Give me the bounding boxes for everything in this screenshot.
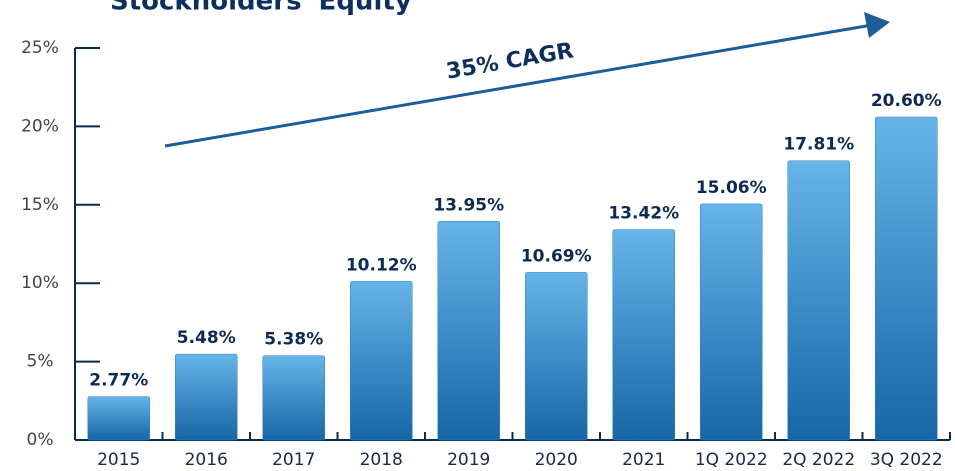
bar (350, 281, 413, 441)
y-tick-label: 20% (21, 116, 59, 136)
value-label: 17.81% (783, 135, 854, 155)
bar (437, 221, 500, 441)
bar (612, 229, 675, 441)
x-tick-label: 2017 (272, 450, 315, 470)
value-label: 5.38% (264, 330, 323, 350)
y-tick-label: 0% (27, 430, 54, 450)
x-tick-label: 2019 (447, 450, 490, 470)
value-label: 10.12% (346, 255, 417, 275)
bar (700, 203, 763, 441)
x-tick-label: 1Q 2022 (695, 450, 768, 470)
bar (262, 355, 325, 441)
bar (87, 396, 150, 441)
x-tick-label: 2Q 2022 (782, 450, 855, 470)
bar (525, 272, 588, 441)
value-label: 15.06% (696, 178, 767, 198)
value-label: 2.77% (89, 371, 148, 391)
cagr-arrow (164, 23, 873, 148)
x-tick-label: 3Q 2022 (870, 450, 943, 470)
y-tick-label: 25% (21, 38, 59, 58)
x-tick-label: 2020 (535, 450, 578, 470)
value-label: 5.48% (177, 328, 236, 348)
value-label: 20.60% (871, 91, 942, 111)
bar (875, 116, 938, 441)
y-tick-label: 15% (21, 195, 59, 215)
bar (175, 353, 238, 441)
bar (787, 160, 850, 441)
value-label: 13.95% (433, 195, 504, 215)
x-tick-label: 2016 (185, 450, 228, 470)
chart-title: Stockholders' Equity (110, 0, 412, 17)
x-tick-label: 2021 (622, 450, 665, 470)
value-label: 10.69% (521, 246, 592, 266)
y-tick-label: 5% (27, 352, 54, 372)
value-label: 13.42% (608, 204, 679, 224)
x-tick-label: 2018 (360, 450, 403, 470)
y-tick-label: 10% (21, 273, 59, 293)
arrow-head (864, 12, 890, 38)
x-tick-label: 2015 (97, 450, 140, 470)
